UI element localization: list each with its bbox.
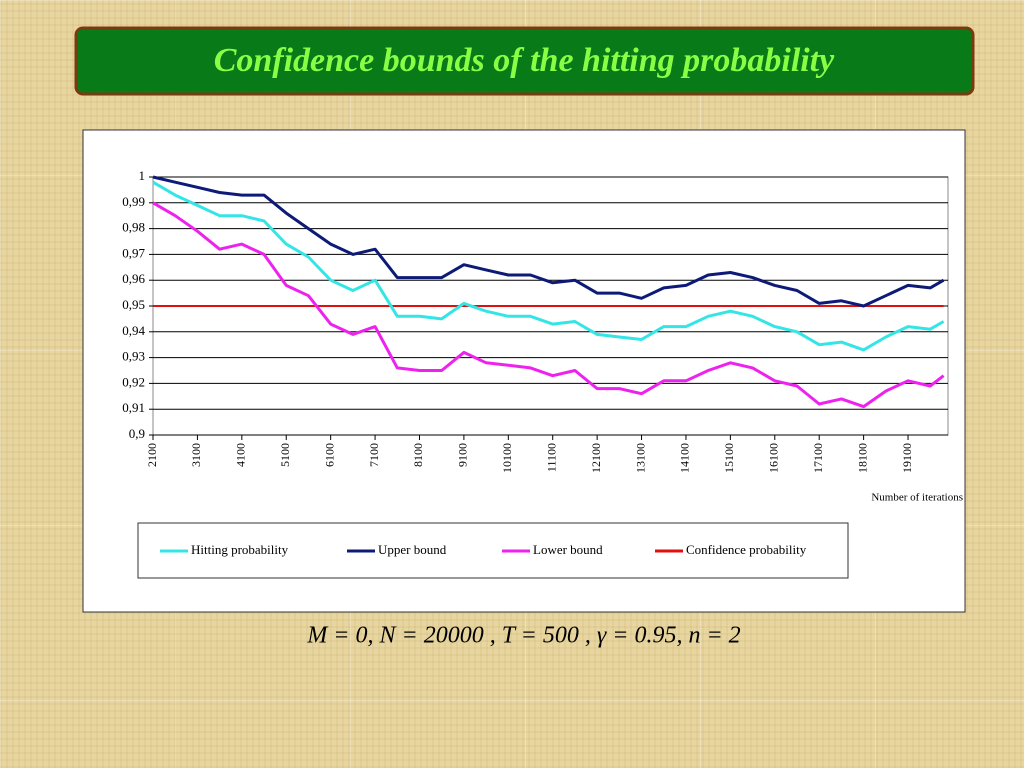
x-tick-label: 4100 [234, 443, 248, 467]
y-tick-label: 0,98 [122, 220, 145, 235]
x-tick-label: 6100 [322, 443, 336, 467]
x-tick-label: 8100 [411, 443, 425, 467]
y-tick-label: 0,91 [122, 400, 145, 415]
legend-box [137, 522, 849, 579]
y-tick-label: 0,96 [122, 271, 145, 286]
legend-label: Hitting probability [191, 542, 289, 557]
x-tick-label: 15100 [722, 443, 736, 473]
series-line [152, 201, 945, 409]
y-tick-label: 0,97 [122, 245, 145, 260]
x-tick-label: 17100 [811, 443, 825, 473]
x-tick-label: 5100 [278, 443, 292, 467]
y-tick-label: 1 [139, 168, 146, 183]
y-tick-label: 0,94 [122, 323, 145, 338]
legend-label: Confidence probability [686, 542, 807, 557]
x-tick-label: 14100 [678, 443, 692, 473]
x-tick-label: 13100 [633, 443, 647, 473]
x-axis-label: Number of iterations [871, 492, 963, 504]
x-tick-label: 12100 [589, 443, 603, 473]
chart-title: Confidence bounds of the hitting probabi… [214, 42, 835, 79]
y-tick-label: 0,99 [122, 194, 145, 209]
legend-label: Upper bound [378, 542, 447, 557]
x-tick-label: 10100 [500, 443, 514, 473]
x-tick-label: 19100 [900, 443, 914, 473]
x-tick-label: 2100 [145, 443, 159, 467]
title-box [74, 26, 975, 96]
y-tick-label: 0,92 [122, 374, 145, 389]
y-tick-label: 0,95 [122, 297, 145, 312]
y-tick-label: 0,93 [122, 349, 145, 364]
x-tick-label: 16100 [767, 443, 781, 473]
legend-label: Lower bound [533, 542, 603, 557]
series-line [152, 175, 945, 308]
x-tick-label: 18100 [855, 443, 869, 473]
caption: M = 0, N = 20000 , T = 500 , γ = 0.95, n… [306, 623, 740, 649]
x-tick-label: 3100 [189, 443, 203, 467]
x-tick-label: 9100 [456, 443, 470, 467]
y-tick-label: 0,9 [129, 426, 145, 441]
x-tick-label: 7100 [367, 443, 381, 467]
x-tick-label: 11100 [544, 443, 558, 472]
series-line [152, 180, 945, 352]
